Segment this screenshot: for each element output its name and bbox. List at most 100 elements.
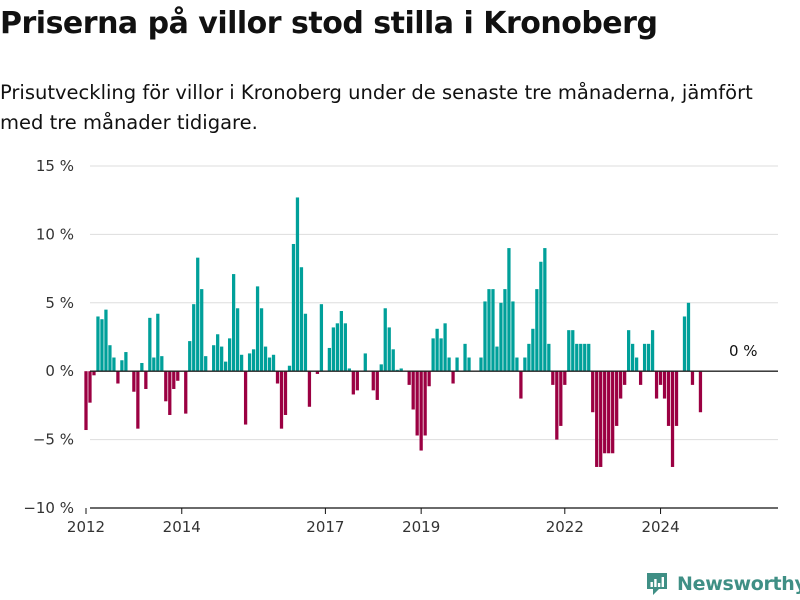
- bar: [495, 346, 499, 372]
- bar: [212, 345, 216, 372]
- bar: [295, 197, 300, 372]
- bar: [299, 267, 304, 372]
- bar: [279, 371, 284, 429]
- bar: [168, 371, 172, 415]
- bar: [224, 361, 228, 372]
- y-tick-label: 0 %: [45, 362, 74, 380]
- bar: [463, 343, 467, 372]
- bar: [627, 330, 631, 372]
- bar: [419, 371, 423, 451]
- bar: [579, 343, 583, 372]
- bar: [148, 317, 152, 372]
- bar: [96, 316, 100, 372]
- bar: [638, 371, 643, 385]
- bar: [243, 371, 248, 425]
- bar: [583, 343, 587, 372]
- newsworthy-logo: Newsworthy: [645, 568, 800, 600]
- brand-name: Newsworthy: [677, 573, 800, 595]
- x-tick-label: 2019: [402, 518, 440, 536]
- bar: [339, 311, 343, 372]
- bar: [511, 301, 515, 372]
- bar: [658, 371, 663, 385]
- bar: [443, 323, 447, 372]
- bar: [104, 309, 108, 372]
- bar: [682, 316, 687, 372]
- bar: [184, 371, 188, 414]
- bar: [140, 362, 144, 372]
- bar: [335, 323, 339, 372]
- bar: [144, 371, 148, 389]
- bar: [271, 354, 276, 372]
- bar: [411, 371, 415, 410]
- bar: [451, 371, 455, 384]
- bar: [698, 371, 703, 413]
- bar: [363, 353, 367, 372]
- bar: [239, 354, 244, 372]
- axes: [90, 370, 778, 509]
- bar: [515, 357, 519, 372]
- bar: [642, 343, 647, 372]
- bar: [623, 371, 627, 385]
- bar: [690, 371, 695, 385]
- bar: [255, 286, 260, 372]
- bar: [275, 371, 280, 384]
- bar: [371, 371, 375, 391]
- chart-subtitle: Prisutveckling för villor i Kronoberg un…: [0, 81, 753, 134]
- bar: [259, 308, 264, 372]
- bar: [615, 371, 619, 426]
- bar: [391, 349, 395, 372]
- bar: [611, 371, 615, 454]
- bar: [283, 371, 288, 415]
- bar: [216, 334, 220, 372]
- bar: [136, 371, 140, 429]
- bar: [630, 343, 635, 372]
- bar: [235, 308, 240, 372]
- bar: [196, 257, 200, 372]
- bar: [383, 308, 387, 372]
- bar: [607, 371, 611, 454]
- bar: [543, 248, 547, 372]
- bar: [188, 341, 192, 372]
- bar: [343, 323, 347, 372]
- bar: [523, 357, 527, 372]
- bar: [100, 319, 104, 372]
- latest-value-annotation: 0 %: [729, 342, 758, 360]
- bar: [231, 274, 236, 372]
- bar: [228, 338, 232, 372]
- bar: [559, 371, 563, 426]
- x-tick-label: 2017: [306, 518, 344, 536]
- bar: [591, 371, 595, 413]
- bar: [666, 371, 671, 426]
- bar: [467, 357, 471, 372]
- bar: [555, 371, 559, 440]
- bar: [152, 357, 156, 372]
- bar: [303, 313, 308, 372]
- bar: [571, 330, 575, 372]
- bar: [120, 360, 124, 372]
- x-tick-label: 2022: [546, 518, 584, 536]
- bar: [646, 343, 651, 372]
- bar: [483, 301, 487, 372]
- bar: [220, 346, 224, 372]
- bar: [379, 364, 383, 372]
- bar: [531, 328, 535, 372]
- bar: [415, 371, 419, 436]
- bar: [662, 371, 667, 399]
- bar: [595, 371, 599, 467]
- bar: [315, 371, 320, 374]
- bar: [164, 371, 168, 402]
- bar: [124, 352, 128, 372]
- bar: [599, 371, 603, 467]
- bar: [654, 371, 659, 399]
- bar: [423, 371, 427, 436]
- bar: [567, 330, 571, 372]
- bar: [263, 346, 268, 372]
- bar: [539, 261, 543, 372]
- bar: [499, 302, 503, 372]
- bar: [287, 365, 292, 372]
- bar: [507, 248, 511, 372]
- bar: [307, 371, 312, 407]
- bar: [92, 371, 96, 376]
- bar: [587, 343, 591, 372]
- bars: [84, 197, 703, 467]
